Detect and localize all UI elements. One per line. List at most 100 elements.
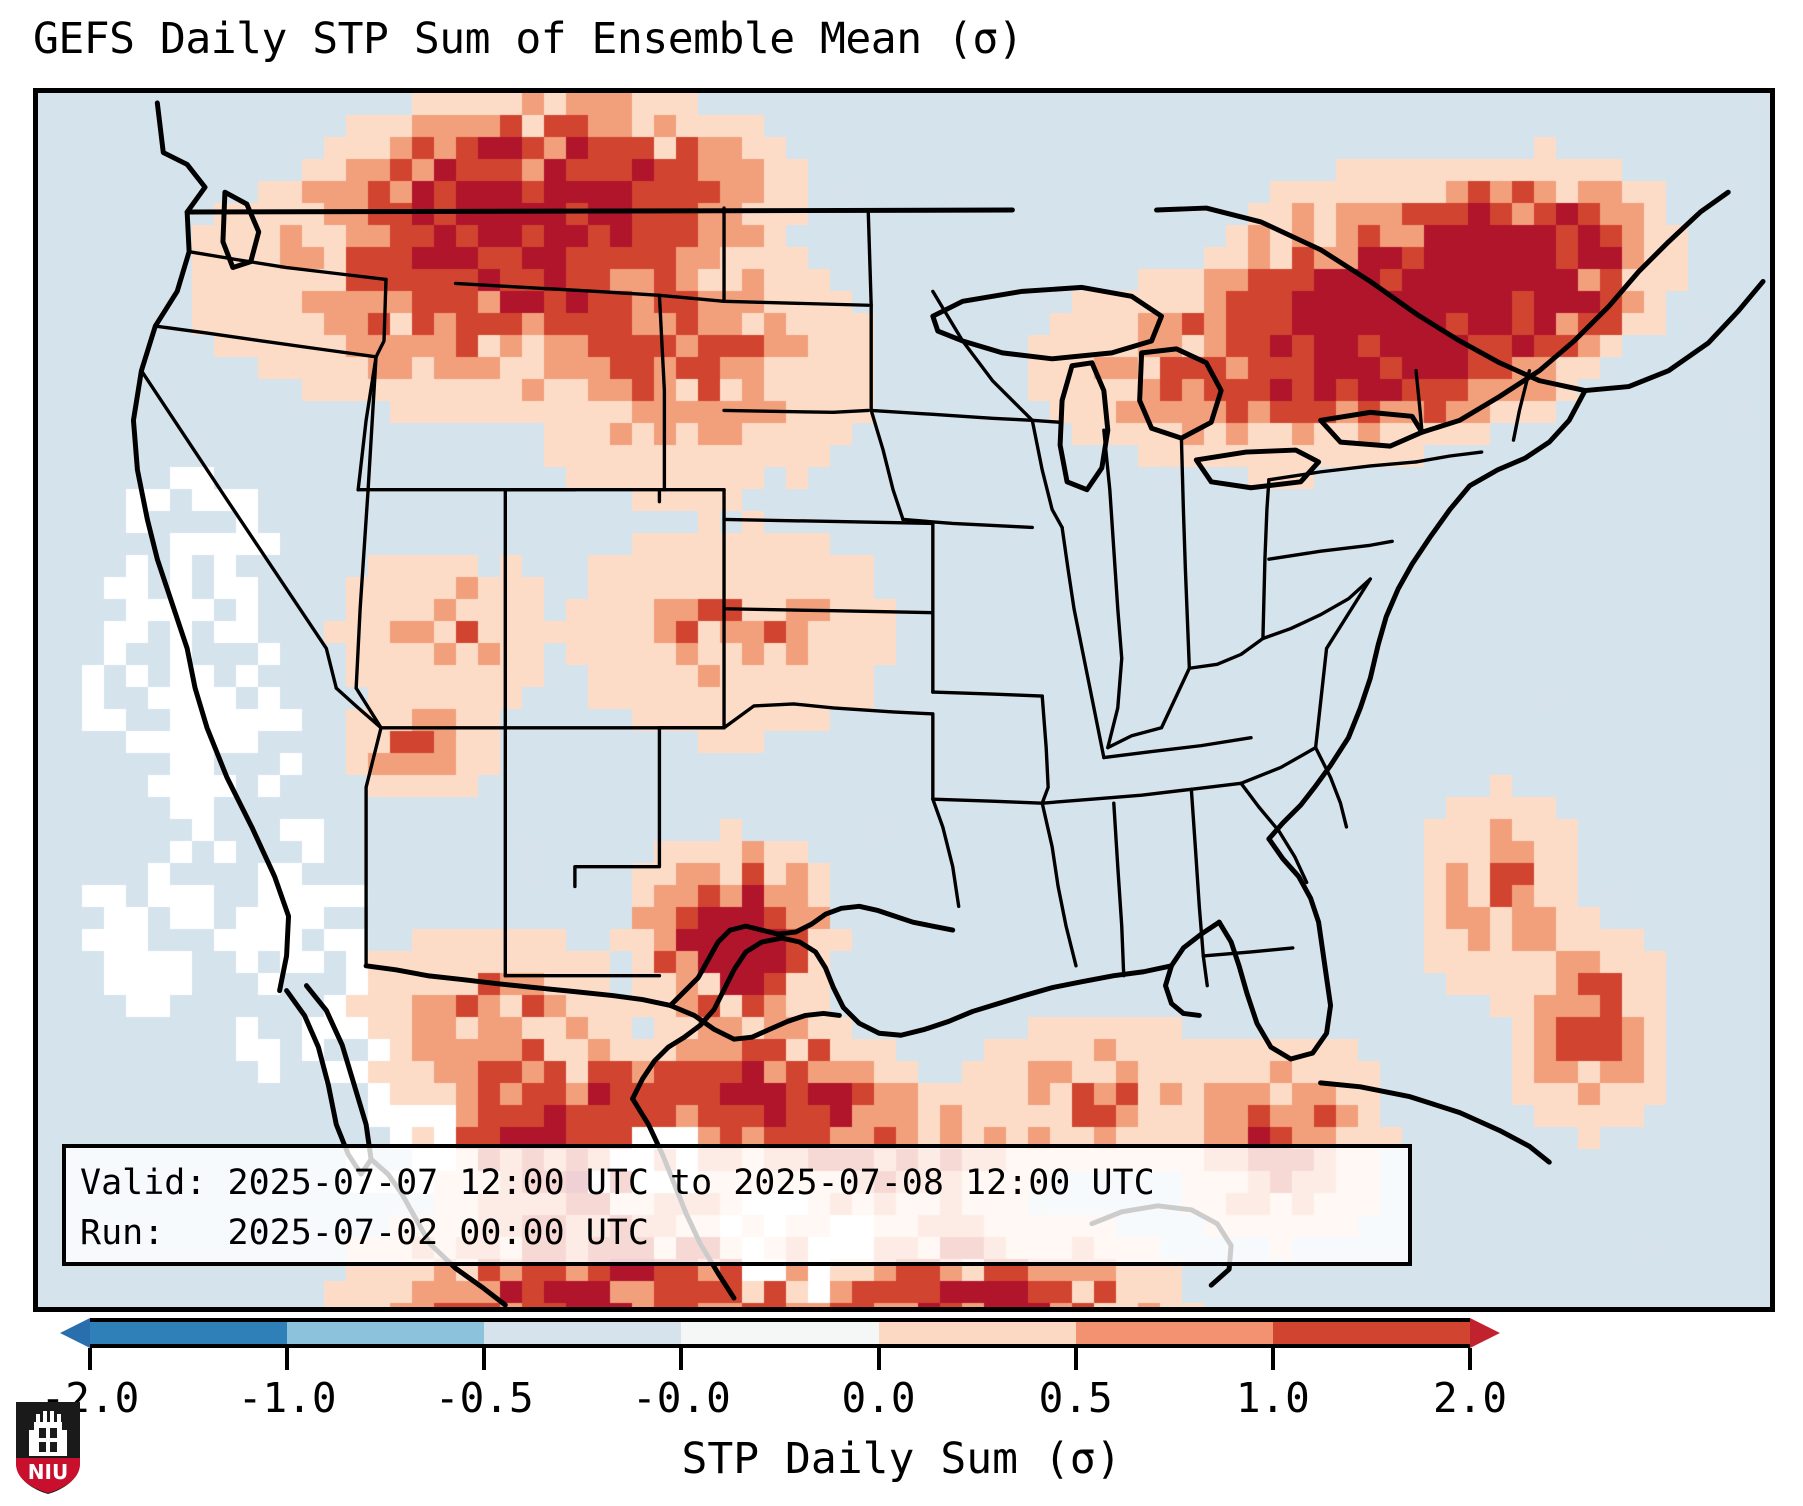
state-border-ny-ma xyxy=(1414,450,1484,464)
logo-wordmark: NIU xyxy=(28,1460,68,1484)
lake-erie xyxy=(1193,447,1322,491)
colorbar-tick-3 xyxy=(679,1348,684,1370)
info-annotation-box: Valid: 2025-07-07 12:00 UTC to 2025-07-0… xyxy=(62,1144,1412,1266)
coastline-florida-gulf xyxy=(1163,919,1222,1018)
coastline-gulf xyxy=(743,935,1174,1038)
colorbar-tick-7 xyxy=(1468,1348,1472,1370)
state-border-me-nh xyxy=(1511,369,1532,442)
colorbar-segment-1 xyxy=(287,1322,485,1344)
state-border-wy-mt xyxy=(453,281,667,492)
state-border-in-ky xyxy=(1106,666,1192,750)
border-rio-grande xyxy=(667,903,956,1008)
state-border-ar-la xyxy=(931,797,1044,805)
colorbar-segment-5 xyxy=(1075,1322,1273,1344)
title-text: GEFS Daily STP Sum of Ensemble Mean (σ) xyxy=(33,14,1024,64)
colorbar-tick-0 xyxy=(88,1348,92,1370)
coastline-texas-mexico xyxy=(630,949,749,1102)
state-border-wy-south xyxy=(503,488,662,504)
lake-huron xyxy=(1137,346,1224,441)
state-border-tx-la xyxy=(931,712,961,908)
state-border-oh-pa xyxy=(1261,478,1271,641)
state-border-pa-md xyxy=(1267,539,1394,561)
colorbar-segment-3 xyxy=(681,1322,879,1344)
state-border-nd-sd xyxy=(722,299,870,307)
state-border-ky-tn xyxy=(1102,736,1253,760)
heatmap-cell-layer xyxy=(38,93,1770,1307)
border-canada-northeast xyxy=(1154,205,1766,394)
colorbar-tick-label-2: -0.5 xyxy=(434,1374,534,1422)
colorbar-segment-4 xyxy=(878,1322,1076,1344)
state-border-nv-ca xyxy=(139,369,338,690)
state-border-la-ms xyxy=(1040,801,1078,968)
state-border-nm-tx xyxy=(573,726,662,889)
state-border-ca-az xyxy=(334,686,383,968)
colorbar-tick-4 xyxy=(876,1348,881,1370)
colorbar-tick-5 xyxy=(1073,1348,1078,1370)
colorbar[interactable] xyxy=(60,1318,1500,1348)
state-border-il-mo xyxy=(1060,525,1106,760)
state-border-va-nc xyxy=(1313,577,1372,750)
colorbar-tick-1 xyxy=(285,1348,290,1370)
colorbar-tick-label-3: -0.0 xyxy=(632,1374,731,1422)
colorbar-tick-6 xyxy=(1270,1348,1275,1370)
heatmap-canvas xyxy=(38,93,1770,1307)
state-border-ny-vt xyxy=(1414,369,1424,434)
colorbar-tick-label-7: 2.0 xyxy=(1432,1374,1508,1422)
state-border-nv-east xyxy=(354,355,378,690)
border-us-canada-west xyxy=(184,207,1015,215)
state-border-mn-wi xyxy=(931,289,1034,422)
colorbar-under-cap xyxy=(60,1318,90,1348)
state-border-nv-az xyxy=(354,686,383,730)
state-border-al-ga xyxy=(1189,787,1209,988)
coastline-pacific xyxy=(130,100,292,994)
colorbar-segment-0 xyxy=(90,1322,288,1344)
state-border-ne-ks xyxy=(722,517,935,526)
info-run-line: Run: 2025-07-02 00:00 UTC xyxy=(80,1213,649,1254)
state-border-wa-or xyxy=(187,250,388,282)
colorbar-tick-label-4: 0.0 xyxy=(841,1374,916,1422)
coastline-stlawrence xyxy=(1419,189,1731,435)
state-border-wv-va xyxy=(1261,577,1372,641)
state-border-ne-ia xyxy=(869,408,905,522)
state-border-pa-ny xyxy=(1267,460,1418,482)
xlabel-text: STP Daily Sum (σ) xyxy=(681,1434,1122,1484)
state-border-mt-wy xyxy=(657,293,726,303)
state-border-wi-il xyxy=(1030,418,1062,424)
coastline-vancouver xyxy=(220,189,262,271)
state-border-ga-sc xyxy=(1239,781,1309,885)
state-border-id-west xyxy=(356,277,388,492)
lake-ontario xyxy=(1318,409,1425,449)
state-border-tn-ms xyxy=(1040,781,1243,805)
logo-castle-icon xyxy=(29,1411,67,1456)
state-border-nj-ny xyxy=(1428,507,1452,540)
state-border-nd-mn xyxy=(866,208,873,307)
coastline-atlantic-se xyxy=(1216,836,1334,1062)
coastline-cuba xyxy=(1318,1080,1552,1165)
colorbar-segment-6 xyxy=(1272,1322,1470,1344)
coastline-atlantic-ne xyxy=(1266,388,1588,842)
state-border-ms-al xyxy=(1112,801,1126,978)
state-border-il-in xyxy=(1102,428,1124,750)
state-border-tn-nc xyxy=(1239,745,1318,785)
state-border-or-ca xyxy=(153,324,378,359)
state-border-sd-ne xyxy=(722,408,870,415)
colorbar-tick-2 xyxy=(482,1348,487,1370)
state-border-ar-ms xyxy=(1040,694,1050,805)
colorbar-tick-label-5: 0.5 xyxy=(1038,1374,1113,1422)
info-valid-line: Valid: 2025-07-07 12:00 UTC to 2025-07-0… xyxy=(80,1163,1155,1203)
state-border-ga-fl xyxy=(1201,946,1295,958)
lake-michigan xyxy=(1057,360,1111,493)
state-border-mo-ar xyxy=(931,690,1044,698)
page-title: GEFS Daily STP Sum of Ensemble Mean (σ) xyxy=(33,14,1024,64)
state-border-ia-mo xyxy=(901,517,1034,530)
colorbar-segment-2 xyxy=(484,1322,682,1344)
map-geography-layer xyxy=(130,100,1766,1307)
map-plot-area xyxy=(33,88,1775,1312)
state-border-ok-tx xyxy=(657,702,935,730)
state-border-mn-ia xyxy=(869,408,1034,422)
niu-logo: NIU xyxy=(16,1402,80,1494)
colorbar-ticks: -2.0 -1.0 -0.5 -0.0 0.0 0.5 1.0 2.0 xyxy=(0,1348,1803,1458)
logo-castle-windows xyxy=(39,1428,57,1452)
colorbar-tick-label-1: -1.0 xyxy=(237,1374,337,1422)
state-border-in-oh xyxy=(1179,436,1192,670)
